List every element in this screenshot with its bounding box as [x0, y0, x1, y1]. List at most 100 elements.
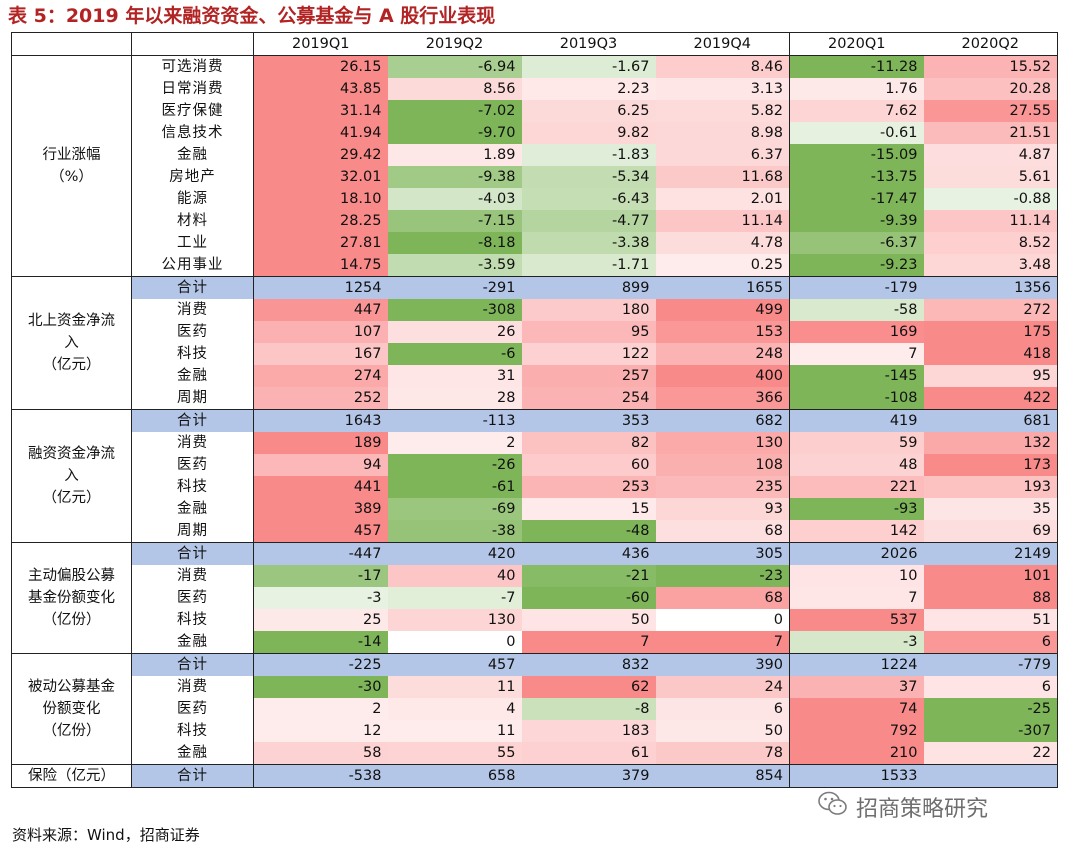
row-label: 医药: [131, 698, 254, 720]
value-cell: 175: [923, 321, 1058, 343]
value-cell: 50: [521, 609, 656, 631]
value-cell: 2.01: [655, 188, 790, 210]
value-cell: 899: [521, 276, 656, 299]
column-header: 2020Q1: [789, 32, 924, 56]
total-row: 北上资金净流 入 （亿元） 合计 1254 -291 899 1655 -179 1356: [11, 276, 1058, 410]
value-cell: 35: [923, 498, 1058, 520]
value-cell: 173: [923, 454, 1058, 476]
value-cell: 1224: [789, 653, 924, 676]
table-row: 医疗保健 31.14 -7.02 6.25 5.82 7.62 27.55: [12, 100, 1058, 122]
table-row: 医药 107 26 95 153 169 175: [12, 321, 1058, 343]
value-cell: -25: [923, 698, 1058, 720]
value-cell: 1254: [253, 276, 388, 299]
row-label: 可选消费: [131, 55, 254, 78]
corner-cell: [11, 32, 132, 56]
value-cell: 18.10: [253, 188, 388, 210]
value-cell: -291: [387, 276, 522, 299]
value-cell: 419: [789, 409, 924, 432]
column-header: 2019Q4: [655, 32, 790, 56]
row-label: 消费: [131, 565, 254, 587]
value-cell: 257: [521, 365, 656, 387]
value-cell: -447: [253, 542, 388, 565]
value-cell: -145: [789, 365, 924, 387]
value-cell: -69: [387, 498, 522, 520]
value-cell: 169: [789, 321, 924, 343]
value-cell: 400: [655, 365, 790, 387]
value-cell: -14: [253, 631, 388, 654]
table-row: 科技 12 11 183 50 792 -307: [12, 720, 1058, 742]
value-cell: -538: [253, 764, 388, 788]
corner-cell: [131, 32, 254, 56]
value-cell: -225: [253, 653, 388, 676]
group-label: 保险（亿元）: [11, 764, 132, 788]
row-label: 周期: [131, 387, 254, 410]
value-cell: -4.03: [387, 188, 522, 210]
value-cell: 11: [387, 720, 522, 742]
table-row: 科技 25 130 50 0 537 51: [12, 609, 1058, 631]
value-cell: 457: [253, 520, 388, 543]
value-cell: 537: [789, 609, 924, 631]
value-cell: 353: [521, 409, 656, 432]
row-label: 科技: [131, 343, 254, 365]
table-row: 行业涨幅 （%） 可选消费 26.15 -6.94 -1.67 8.46 -11.28 15.…: [11, 55, 1058, 277]
row-label: 公用事业: [131, 254, 254, 277]
value-cell: 130: [387, 609, 522, 631]
row-label: 合计: [131, 276, 254, 299]
total-row: 被动公募基金 份额变化 （亿份） 合计 -225 457 832 390 1224 -779: [11, 653, 1058, 765]
value-cell: 418: [923, 343, 1058, 365]
value-cell: -8: [521, 698, 656, 720]
value-cell: 61: [521, 742, 656, 765]
row-label: 金融: [131, 365, 254, 387]
value-cell: 183: [521, 720, 656, 742]
row-label: 日常消费: [131, 78, 254, 100]
row-label: 医药: [131, 321, 254, 343]
value-cell: 0: [387, 631, 522, 654]
value-cell: 2149: [923, 542, 1058, 565]
value-cell: -17: [253, 565, 388, 587]
row-label: 信息技术: [131, 122, 254, 144]
value-cell: 108: [655, 454, 790, 476]
row-label: 工业: [131, 232, 254, 254]
value-cell: 658: [387, 764, 522, 788]
value-cell: 27.81: [253, 232, 388, 254]
column-header: 2020Q2: [923, 32, 1058, 56]
value-cell: 26: [387, 321, 522, 343]
group-label: 被动公募基金 份额变化 （亿份）: [11, 653, 132, 765]
value-cell: 62: [521, 676, 656, 698]
value-cell: -60: [521, 587, 656, 609]
value-cell: 7: [789, 587, 924, 609]
table-row: 房地产 32.01 -9.38 -5.34 11.68 -13.75 5.61: [12, 166, 1058, 188]
value-cell: 11.14: [923, 210, 1058, 232]
value-cell: 142: [789, 520, 924, 543]
value-cell: -11.28: [789, 55, 924, 78]
value-cell: 8.56: [387, 78, 522, 100]
value-cell: -23: [655, 565, 790, 587]
value-cell: -3: [789, 631, 924, 654]
value-cell: -0.61: [789, 122, 924, 144]
table-row: 消费 189 2 82 130 59 132: [12, 432, 1058, 454]
value-cell: 27.55: [923, 100, 1058, 122]
row-label: 金融: [131, 498, 254, 520]
value-cell: -9.70: [387, 122, 522, 144]
value-cell: 40: [387, 565, 522, 587]
row-label: 金融: [131, 631, 254, 654]
value-cell: 15.52: [923, 55, 1058, 78]
table-row: 金融 -14 0 7 7 -3 6: [12, 631, 1058, 654]
row-label: 消费: [131, 299, 254, 321]
value-cell: -113: [387, 409, 522, 432]
table-row: 信息技术 41.94 -9.70 9.82 8.98 -0.61 21.51: [12, 122, 1058, 144]
row-label: 科技: [131, 609, 254, 631]
value-cell: 20.28: [923, 78, 1058, 100]
value-cell: 6.37: [655, 144, 790, 166]
row-label: 合计: [131, 542, 254, 565]
value-cell: 254: [521, 387, 656, 410]
value-cell: 31: [387, 365, 522, 387]
value-cell: 37: [789, 676, 924, 698]
value-cell: 5.61: [923, 166, 1058, 188]
value-cell: 51: [923, 609, 1058, 631]
value-cell: 366: [655, 387, 790, 410]
row-label: 金融: [131, 742, 254, 765]
value-cell: 11: [387, 676, 522, 698]
table-row: 消费 447 -308 180 499 -58 272: [12, 299, 1058, 321]
group-label: 行业涨幅 （%）: [11, 55, 132, 277]
